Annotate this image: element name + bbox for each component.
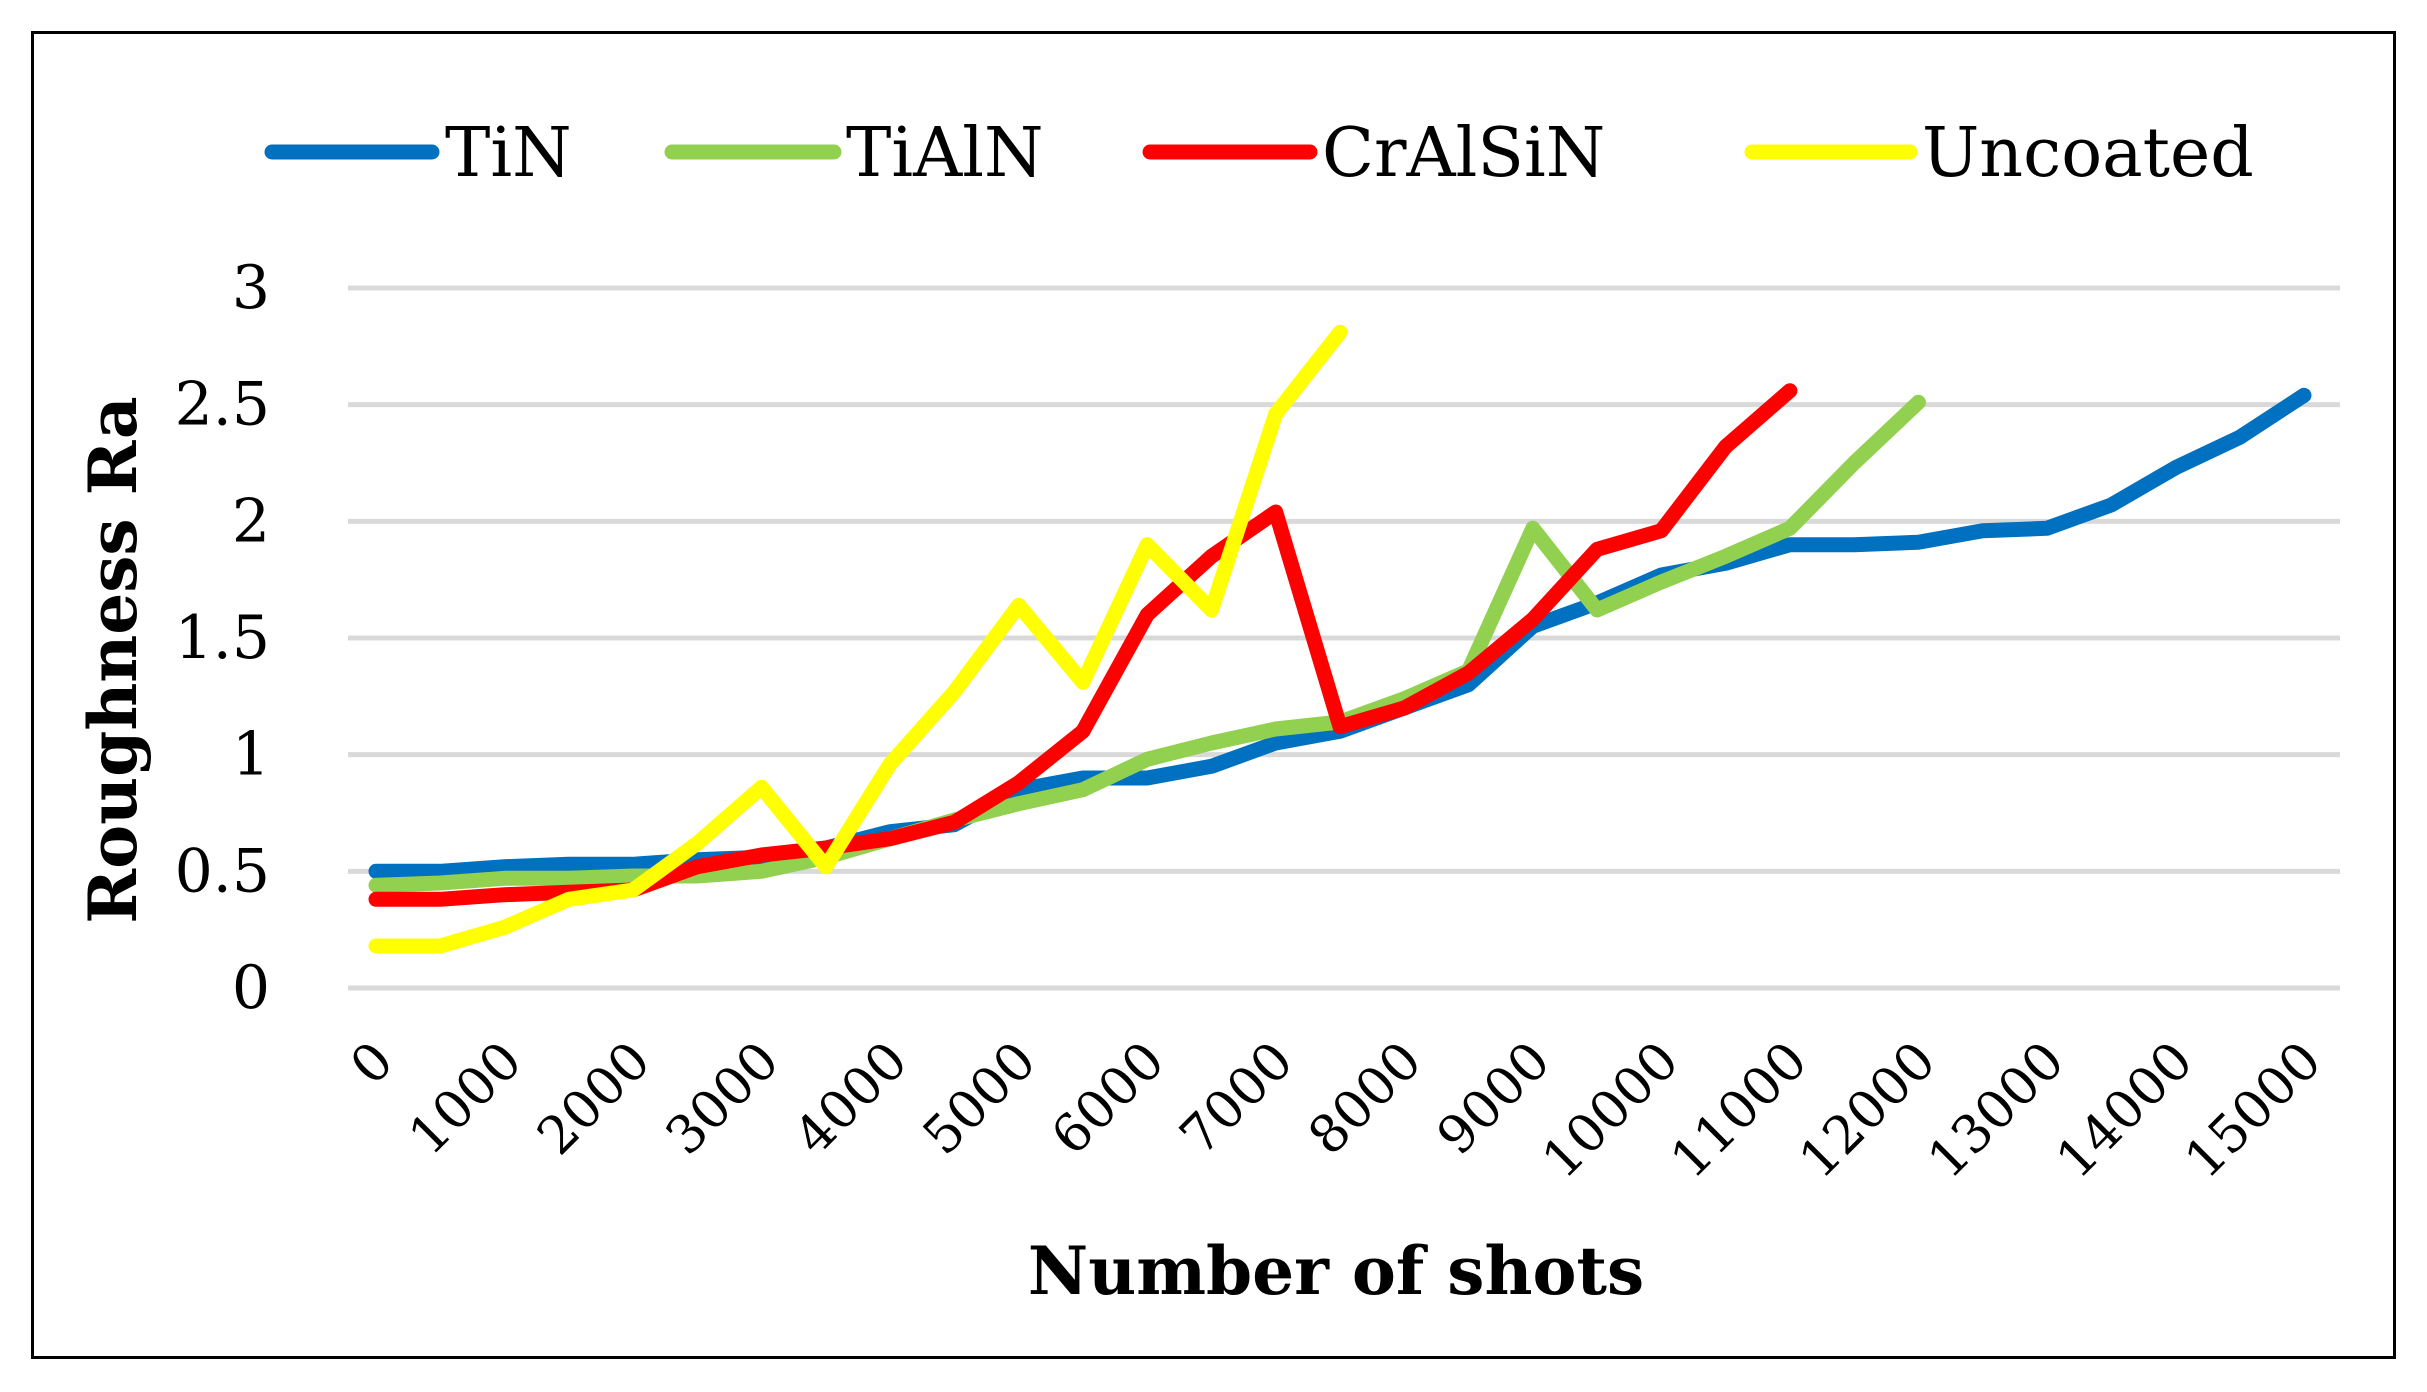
y-tick-label: 2.5 — [175, 370, 270, 440]
x-tick-label: 1000 — [398, 1031, 534, 1167]
legend-label-uncoated: Uncoated — [1922, 114, 2254, 193]
x-axis-title: Number of shots — [1028, 1232, 1644, 1310]
x-tick-label: 4000 — [783, 1031, 919, 1167]
x-tick-label: 7000 — [1169, 1031, 1305, 1167]
series-line-cralsin — [368, 383, 1798, 907]
y-axis-tick-labels: 0 0.5 1 1.5 2 2.5 3 — [175, 253, 270, 1023]
series-line-uncoated — [368, 324, 1348, 954]
y-axis-title: Roughness Ra — [74, 396, 152, 923]
y-tick-label: 1 — [232, 720, 270, 790]
x-tick-label: 8000 — [1297, 1031, 1433, 1167]
x-axis-tick-labels: 0100020003000400050006000700080009000100… — [339, 1031, 2333, 1190]
x-tick-label: 6000 — [1040, 1031, 1176, 1167]
x-tick-label: 13000 — [1917, 1031, 2076, 1190]
x-tick-label: 15000 — [2174, 1031, 2333, 1190]
series-line-tin — [368, 387, 2312, 879]
legend-label-cralsin: CrAlSiN — [1322, 114, 1605, 193]
legend-label-tin: TiN — [445, 114, 572, 193]
x-tick-label: 3000 — [655, 1031, 791, 1167]
series-lines — [368, 324, 2312, 954]
y-tick-label: 3 — [232, 253, 270, 323]
x-tick-label: 11000 — [1660, 1031, 1819, 1190]
x-tick-label: 0 — [339, 1031, 405, 1097]
legend-label-tialn: TiAlN — [846, 114, 1043, 193]
x-tick-label: 12000 — [1788, 1031, 1947, 1190]
y-tick-label: 2 — [232, 486, 270, 556]
x-tick-label: 5000 — [912, 1031, 1048, 1167]
y-tick-label: 1.5 — [175, 603, 270, 673]
y-tick-label: 0.5 — [175, 836, 270, 906]
x-tick-label: 10000 — [1531, 1031, 1690, 1190]
series-line-tialn — [368, 394, 1926, 893]
line-chart: TiN TiAlN CrAlSiN Uncoated 00.511.522.53 01… — [74, 114, 2340, 1310]
x-tick-label: 2000 — [526, 1031, 662, 1167]
legend: TiN TiAlN CrAlSiN Uncoated — [264, 114, 2254, 193]
y-tick-label: 0 — [232, 953, 270, 1023]
x-tick-label: 14000 — [2045, 1031, 2204, 1190]
